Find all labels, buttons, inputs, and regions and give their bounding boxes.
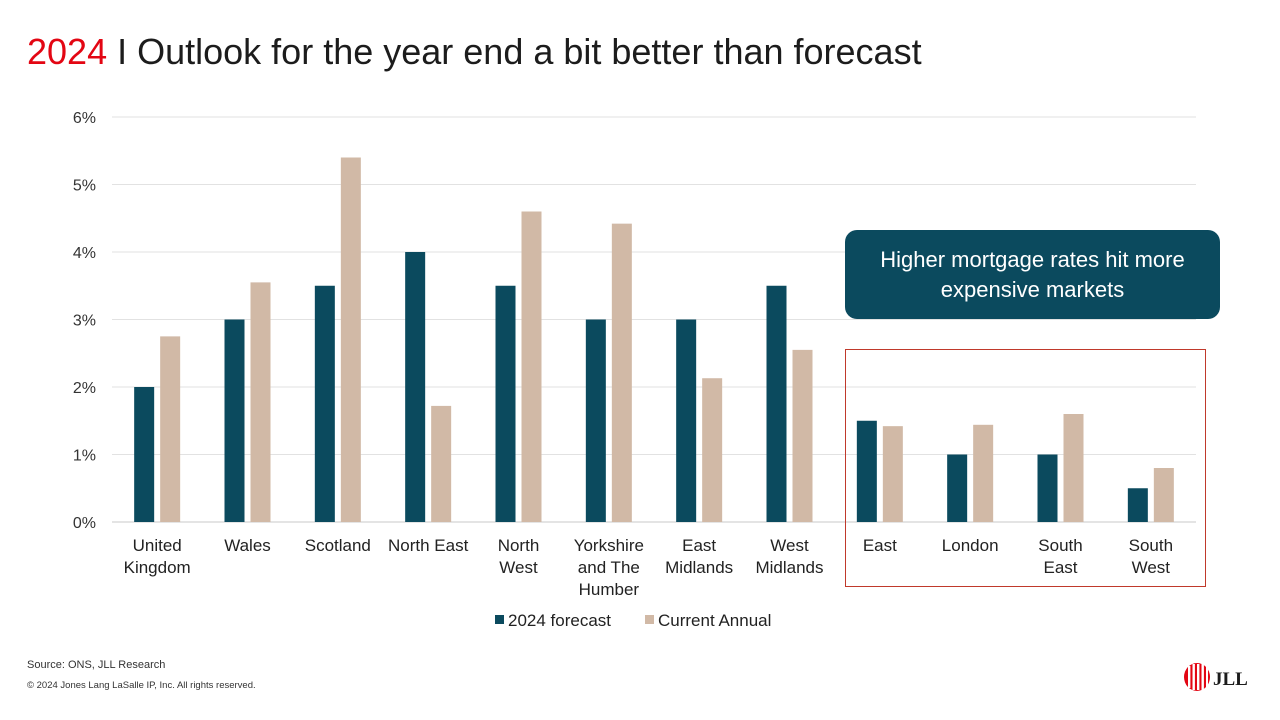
bar-2024-forecast xyxy=(585,319,606,522)
bar-current-annual xyxy=(1153,468,1174,522)
bar-2024-forecast xyxy=(1127,488,1148,522)
bar-current-annual xyxy=(792,349,813,522)
x-tick-label-line: Humber xyxy=(579,580,640,599)
bar-2024-forecast xyxy=(495,285,516,522)
x-tick-label-line: South xyxy=(1038,536,1082,555)
y-tick-label: 6% xyxy=(73,110,96,127)
x-tick-label-line: Scotland xyxy=(305,536,371,555)
x-tick-label: North West xyxy=(498,536,540,577)
x-tick-label-line: South xyxy=(1129,536,1173,555)
bar-current-annual xyxy=(702,378,723,522)
jll-logo: JLL xyxy=(1184,663,1248,691)
x-tick-label-line: Kingdom xyxy=(124,558,191,577)
x-tick-label: East Midlands xyxy=(665,536,733,577)
slide-title: 2024 I Outlook for the year end a bit be… xyxy=(27,28,922,76)
y-tick-label: 4% xyxy=(73,245,96,262)
title-separator: I xyxy=(107,31,138,72)
x-tick-label-line: West xyxy=(499,558,538,577)
x-tick-label: Yorkshire and The Humber xyxy=(574,536,644,599)
x-tick-label: Wales xyxy=(224,536,271,555)
x-tick-label-line: East xyxy=(682,536,716,555)
x-tick-label-line: Midlands xyxy=(755,558,823,577)
title-year: 2024 xyxy=(27,31,108,72)
x-tick-label: United Kingdom xyxy=(124,536,191,577)
x-tick-label-line: Midlands xyxy=(665,558,733,577)
callout-box: Higher mortgage rates hit more expensive… xyxy=(845,230,1220,319)
legend-swatch-current xyxy=(645,615,654,624)
bar-2024-forecast xyxy=(134,387,155,522)
legend-swatch-forecast xyxy=(495,615,504,624)
x-tick-label: London xyxy=(942,536,999,555)
bar-current-annual xyxy=(250,282,271,522)
x-tick-label: West Midlands xyxy=(755,536,823,577)
bar-current-annual xyxy=(521,211,542,522)
y-tick-label: 5% xyxy=(73,178,96,195)
x-tick-label: South East xyxy=(1038,536,1082,577)
bar-current-annual xyxy=(340,157,361,522)
copyright-note: © 2024 Jones Lang LaSalle IP, Inc. All r… xyxy=(27,680,256,691)
x-tick-label: North East xyxy=(388,536,469,555)
bar-current-annual xyxy=(973,424,994,522)
highlight-box xyxy=(845,349,1206,587)
x-tick-label: Scotland xyxy=(305,536,371,555)
x-tick-label-line: Yorkshire xyxy=(574,536,644,555)
x-tick-label: South West xyxy=(1129,536,1173,577)
x-tick-label-line: East xyxy=(863,536,897,555)
bar-current-annual xyxy=(431,405,452,522)
x-tick-label-line: and The xyxy=(578,558,640,577)
x-tick-label-line: London xyxy=(942,536,999,555)
x-tick-label-line: West xyxy=(770,536,809,555)
bar-current-annual xyxy=(1063,414,1084,522)
legend-label: Current Annual xyxy=(658,611,771,630)
jll-logo-text: JLL xyxy=(1213,669,1248,690)
bar-2024-forecast xyxy=(766,285,787,522)
bar-2024-forecast xyxy=(856,420,877,522)
bar-2024-forecast xyxy=(314,285,335,522)
y-tick-label: 2% xyxy=(73,380,96,397)
x-tick-label-line: United xyxy=(133,536,182,555)
legend-label: 2024 forecast xyxy=(508,611,611,630)
bar-2024-forecast xyxy=(224,319,245,522)
title-text: Outlook for the year end a bit better th… xyxy=(137,31,922,72)
bar-2024-forecast xyxy=(1037,454,1058,522)
source-note: Source: ONS, JLL Research xyxy=(27,659,166,671)
y-tick-label: 1% xyxy=(73,448,96,465)
x-tick-label-line: East xyxy=(1043,558,1077,577)
callout-text: Higher mortgage rates hit more expensive… xyxy=(880,246,1185,302)
bar-2024-forecast xyxy=(676,319,697,522)
y-tick-label: 0% xyxy=(73,515,96,532)
y-tick-label: 3% xyxy=(73,313,96,330)
bar-current-annual xyxy=(882,426,903,522)
bar-current-annual xyxy=(611,223,632,522)
x-tick-label-line: West xyxy=(1132,558,1171,577)
x-tick-label-line: North xyxy=(498,536,540,555)
bar-current-annual xyxy=(160,336,181,522)
x-tick-label-line: North East xyxy=(388,536,469,555)
jll-logo-mark-icon xyxy=(1184,663,1210,691)
bar-2024-forecast xyxy=(947,454,968,522)
x-tick-label-line: Wales xyxy=(224,536,271,555)
bar-2024-forecast xyxy=(405,252,426,522)
x-tick-label: East xyxy=(863,536,897,555)
